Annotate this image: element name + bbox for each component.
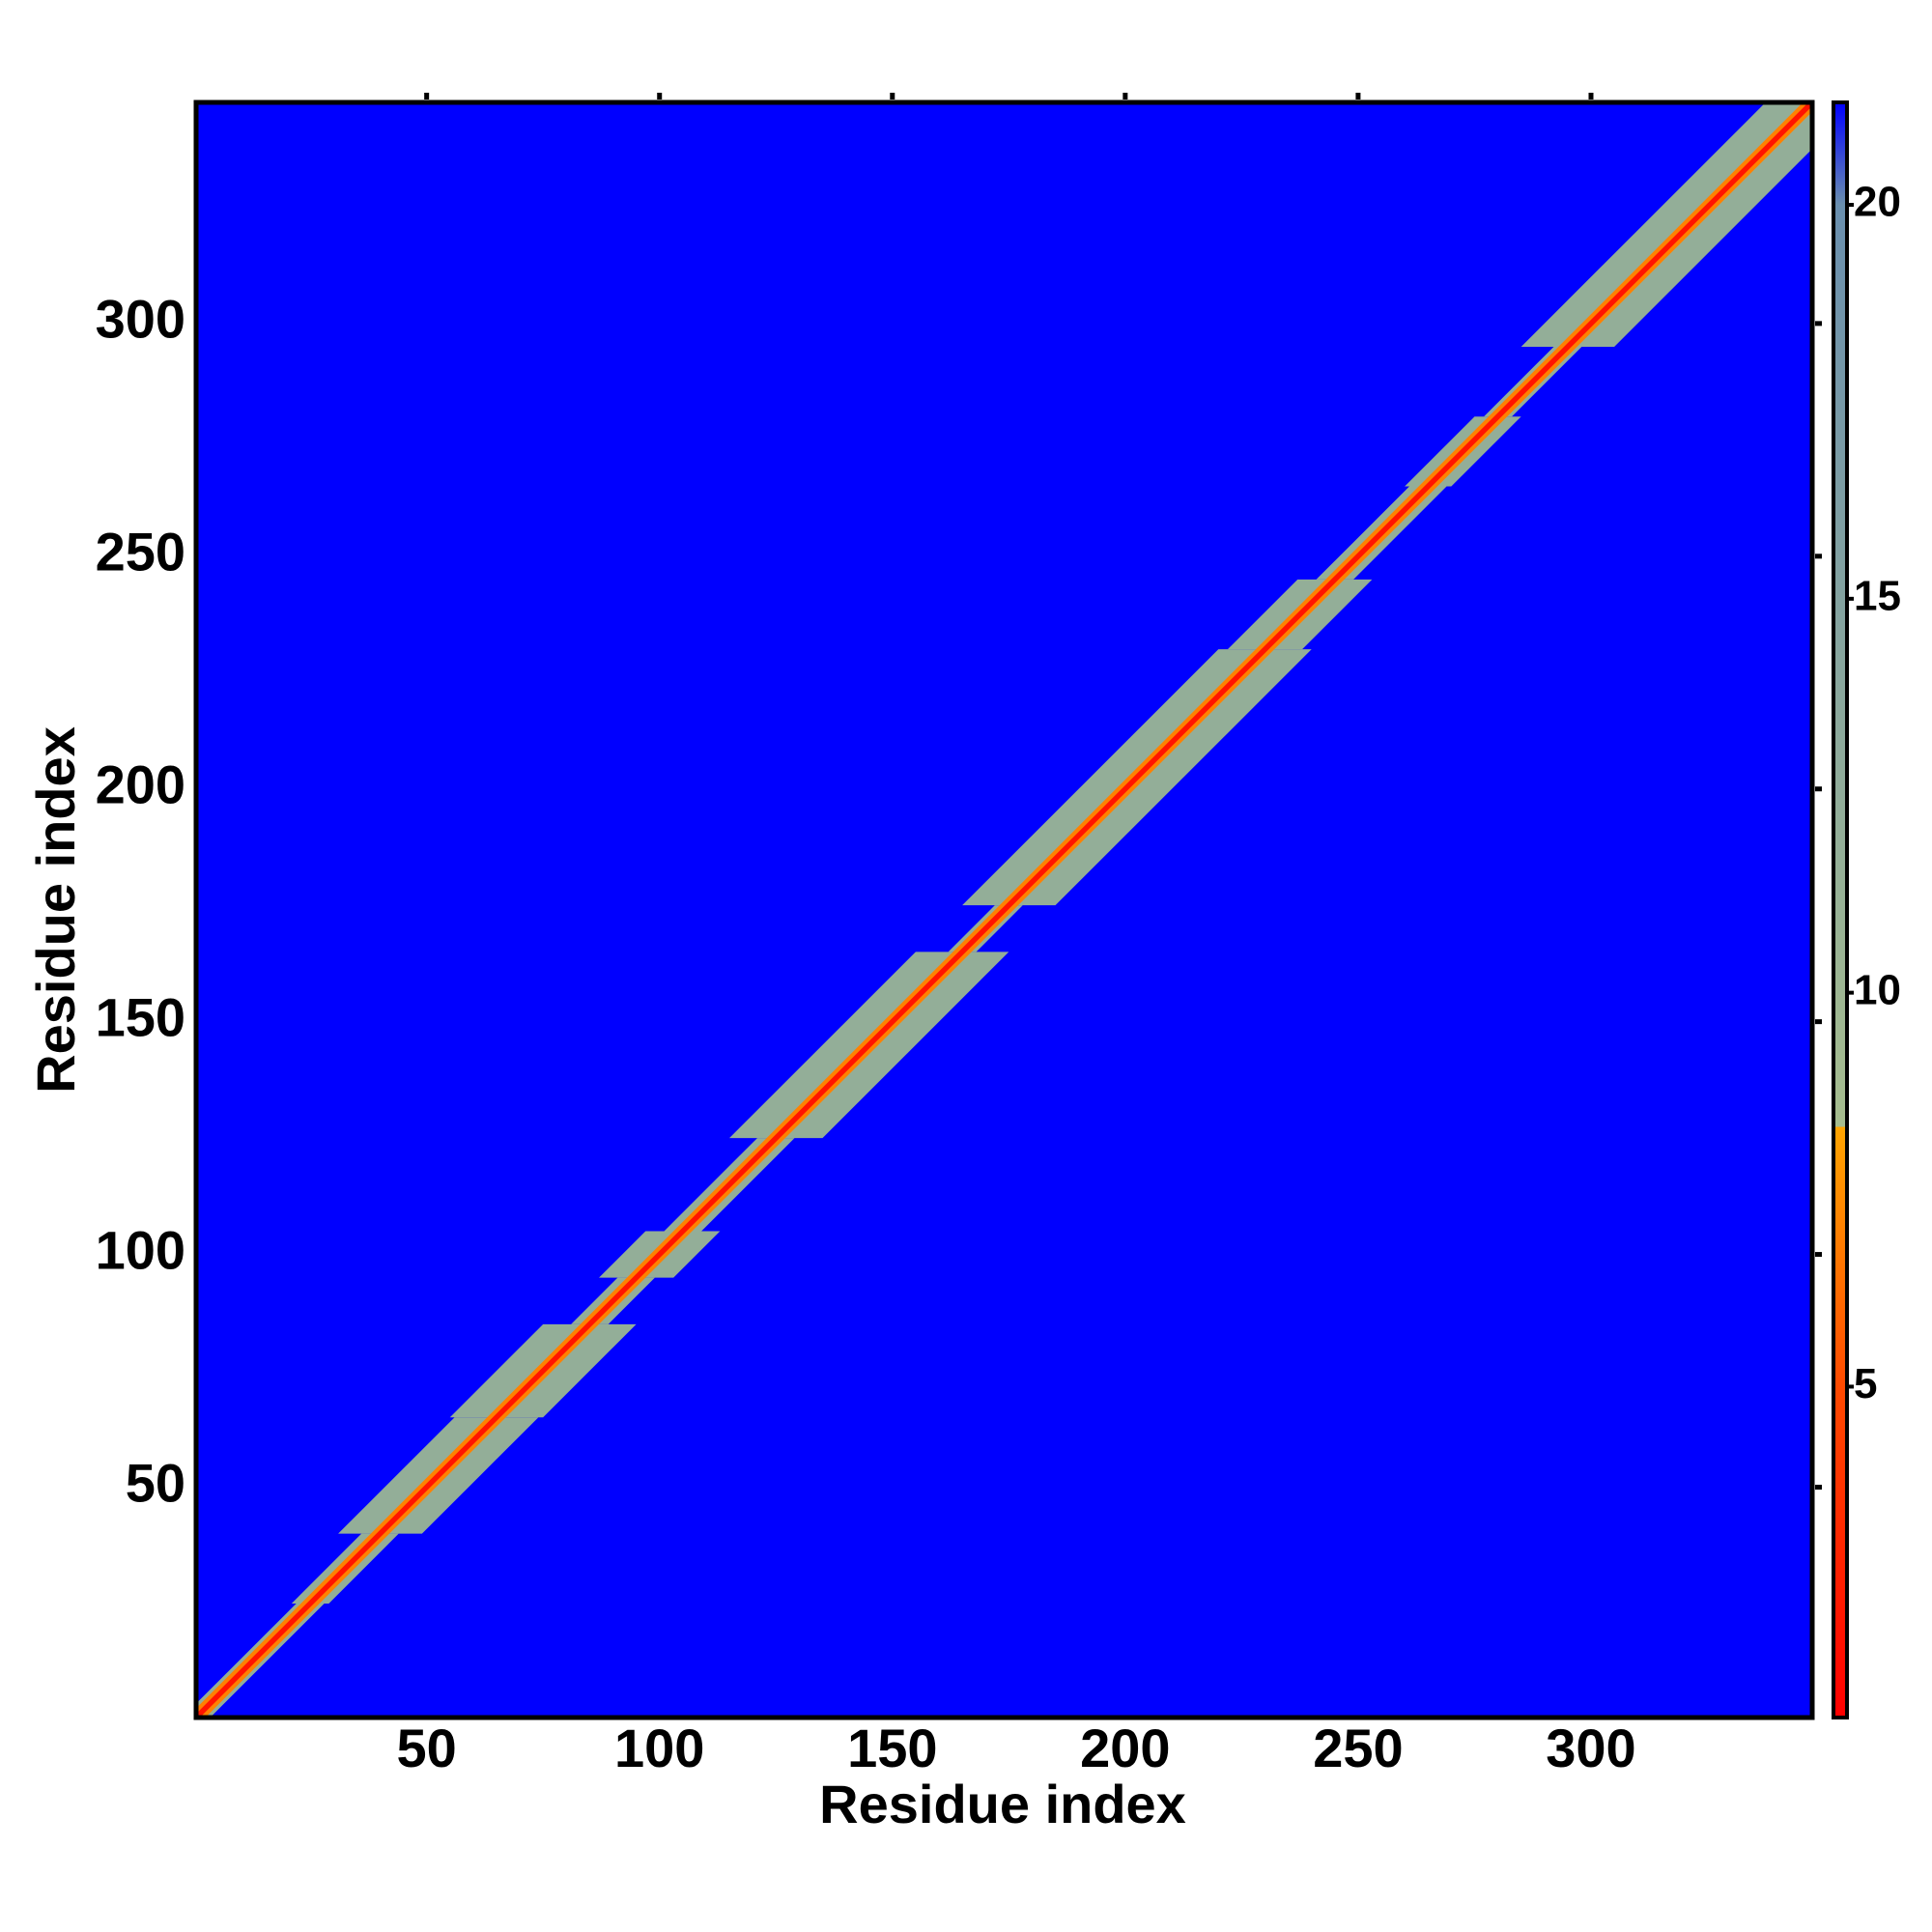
plot-border <box>193 99 1815 1720</box>
colorbar-tick-label: 5 <box>1854 1360 1877 1407</box>
diagonal-band <box>196 104 1812 1716</box>
x-tick-label: 300 <box>1546 1718 1635 1778</box>
x-tick-label: 50 <box>397 1718 457 1778</box>
y-tick-label: 100 <box>96 1219 185 1280</box>
y-tick-label: 50 <box>126 1452 185 1513</box>
y-tick-label: 150 <box>96 986 185 1047</box>
colorbar-tick-label: 10 <box>1854 966 1901 1013</box>
y-axis-title: Residue index <box>25 726 86 1094</box>
colorbar-tick-label: 20 <box>1854 179 1901 226</box>
x-tick-label: 200 <box>1080 1718 1170 1778</box>
x-tick-label: 100 <box>614 1718 704 1778</box>
x-tick-label: 250 <box>1313 1718 1403 1778</box>
y-tick-label: 250 <box>96 522 185 582</box>
y-tick-label: 300 <box>96 289 185 350</box>
colorbar-tick-label: 15 <box>1854 572 1901 619</box>
plot-area <box>196 102 1812 1718</box>
x-axis-title: Residue index <box>819 1774 1186 1834</box>
x-tick-label: 150 <box>847 1718 937 1778</box>
colorbar <box>1832 100 1849 1719</box>
y-tick-label: 200 <box>96 754 185 815</box>
diagonal-band <box>1520 104 1812 347</box>
